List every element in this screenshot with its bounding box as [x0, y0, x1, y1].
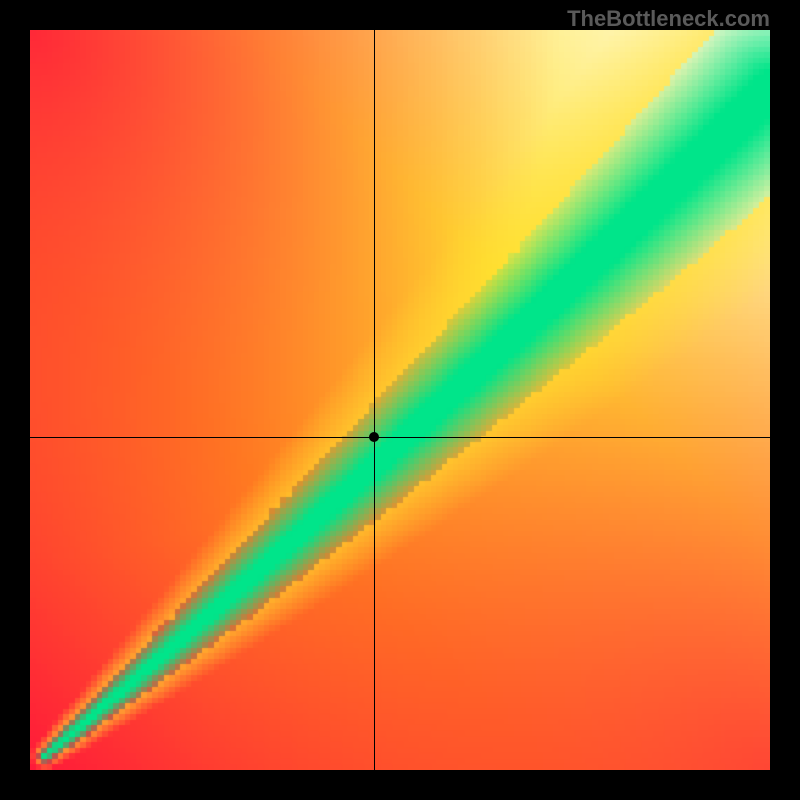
crosshair-vertical: [374, 30, 375, 770]
heatmap-canvas: [30, 30, 770, 770]
bottleneck-heatmap: [30, 30, 770, 770]
crosshair-horizontal: [30, 437, 770, 438]
crosshair-marker: [369, 432, 379, 442]
watermark-text: TheBottleneck.com: [567, 6, 770, 32]
